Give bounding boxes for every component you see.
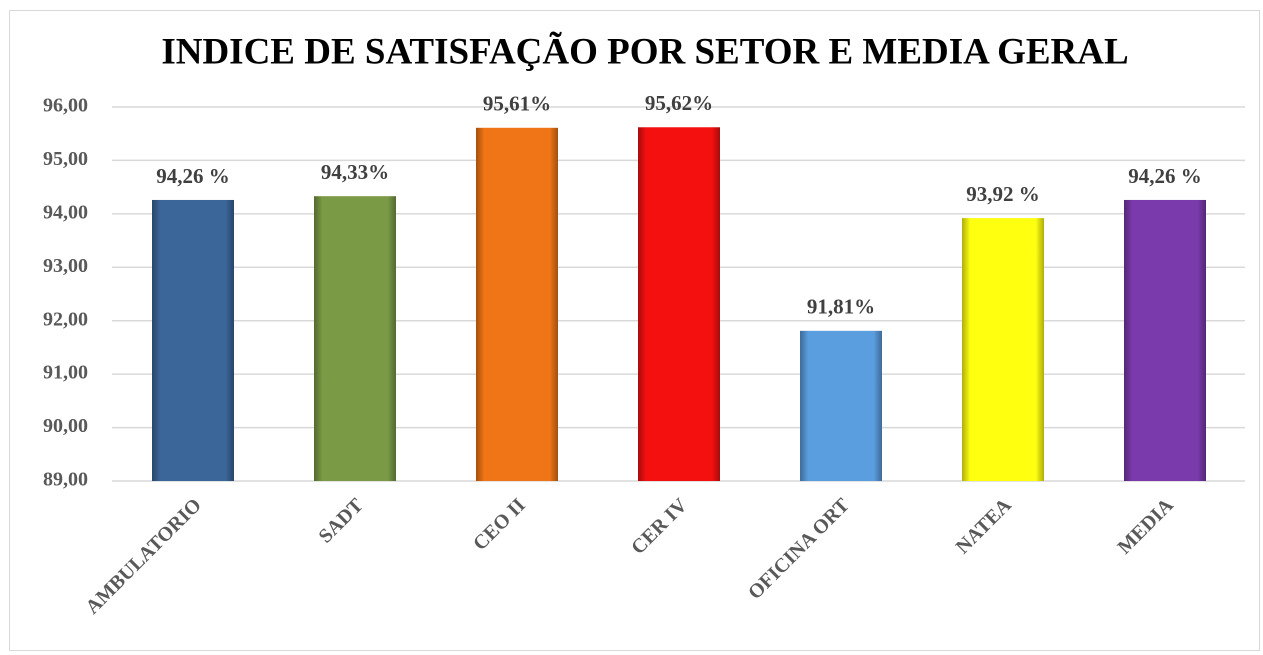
value-label: 94,26 % [1128, 164, 1202, 188]
value-label: 95,62% [645, 91, 713, 115]
bar [962, 218, 1044, 482]
bar [314, 196, 396, 481]
y-tick-label: 96,00 [43, 95, 88, 117]
y-tick-label: 95,00 [43, 148, 88, 170]
value-label: 94,33% [321, 160, 389, 184]
value-label: 95,61% [483, 92, 551, 116]
y-tick-label: 94,00 [43, 201, 88, 223]
y-tick-label: 91,00 [43, 362, 88, 384]
chart-title: INDICE DE SATISFAÇÃO POR SETOR E MEDIA G… [161, 30, 1128, 72]
bar [152, 199, 234, 482]
bar [476, 127, 558, 481]
y-tick-label: 90,00 [43, 415, 88, 437]
y-tick-label: 89,00 [43, 469, 88, 491]
bar [800, 330, 882, 481]
value-label: 93,92 % [966, 182, 1040, 206]
bar [638, 127, 720, 481]
value-label: 91,81% [807, 295, 875, 319]
value-label: 94,26 % [156, 164, 230, 188]
y-tick-label: 92,00 [43, 308, 88, 330]
bar [1124, 199, 1206, 482]
y-tick-label: 93,00 [43, 255, 88, 277]
